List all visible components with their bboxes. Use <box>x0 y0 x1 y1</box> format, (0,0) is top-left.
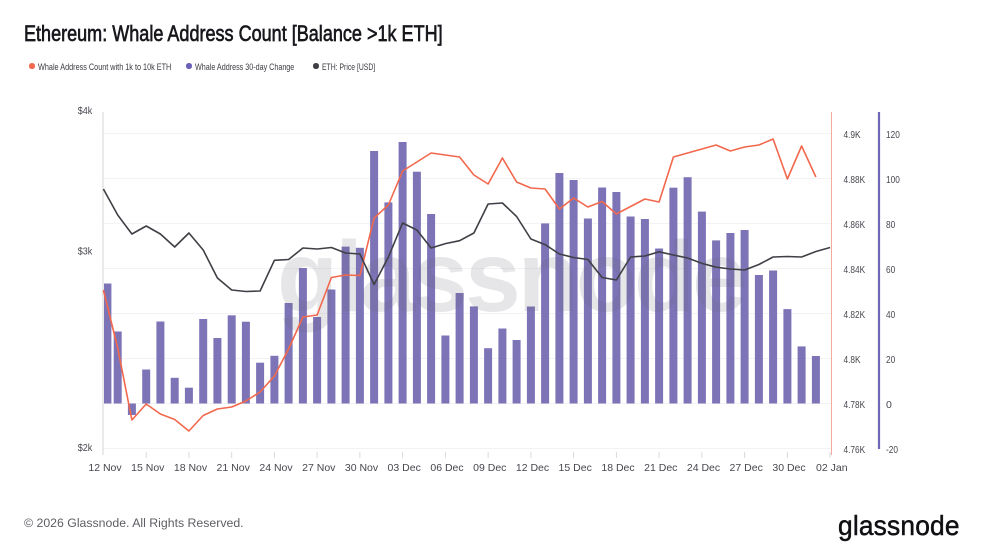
svg-text:60: 60 <box>886 264 895 276</box>
svg-text:$3k: $3k <box>78 246 93 258</box>
svg-text:30 Nov: 30 Nov <box>345 462 379 474</box>
svg-text:06 Dec: 06 Dec <box>430 462 463 474</box>
svg-text:40: 40 <box>886 309 895 321</box>
svg-text:4.9K: 4.9K <box>844 129 861 141</box>
svg-text:09 Dec: 09 Dec <box>473 462 506 474</box>
svg-text:0: 0 <box>886 399 892 411</box>
svg-text:4.76K: 4.76K <box>844 444 866 456</box>
svg-text:$2k: $2k <box>78 442 93 454</box>
svg-text:15 Dec: 15 Dec <box>559 462 592 474</box>
svg-text:100: 100 <box>886 174 900 186</box>
svg-text:15 Nov: 15 Nov <box>131 462 165 474</box>
svg-text:4.8K: 4.8K <box>844 354 861 366</box>
svg-text:80: 80 <box>886 219 895 231</box>
svg-text:4.88K: 4.88K <box>844 174 866 186</box>
svg-text:glassnode: glassnode <box>277 221 745 333</box>
svg-text:$4k: $4k <box>78 105 93 117</box>
svg-text:4.78K: 4.78K <box>844 399 866 411</box>
svg-text:21 Nov: 21 Nov <box>217 462 251 474</box>
svg-text:20: 20 <box>886 354 895 366</box>
svg-text:4.86K: 4.86K <box>844 219 866 231</box>
svg-text:18 Nov: 18 Nov <box>174 462 208 474</box>
svg-text:27 Dec: 27 Dec <box>730 462 763 474</box>
svg-text:12 Nov: 12 Nov <box>88 462 122 474</box>
svg-text:4.84K: 4.84K <box>844 264 866 276</box>
svg-text:120: 120 <box>886 129 900 141</box>
svg-text:30 Dec: 30 Dec <box>772 462 805 474</box>
svg-text:12 Dec: 12 Dec <box>516 462 549 474</box>
svg-text:03 Dec: 03 Dec <box>388 462 421 474</box>
svg-text:18 Dec: 18 Dec <box>601 462 634 474</box>
svg-text:02 Jan: 02 Jan <box>816 462 848 474</box>
svg-text:24 Dec: 24 Dec <box>687 462 720 474</box>
svg-text:24 Nov: 24 Nov <box>259 462 293 474</box>
svg-text:21 Dec: 21 Dec <box>644 462 677 474</box>
svg-text:27 Nov: 27 Nov <box>302 462 336 474</box>
svg-text:4.82K: 4.82K <box>844 309 866 321</box>
svg-text:-20: -20 <box>886 444 898 456</box>
